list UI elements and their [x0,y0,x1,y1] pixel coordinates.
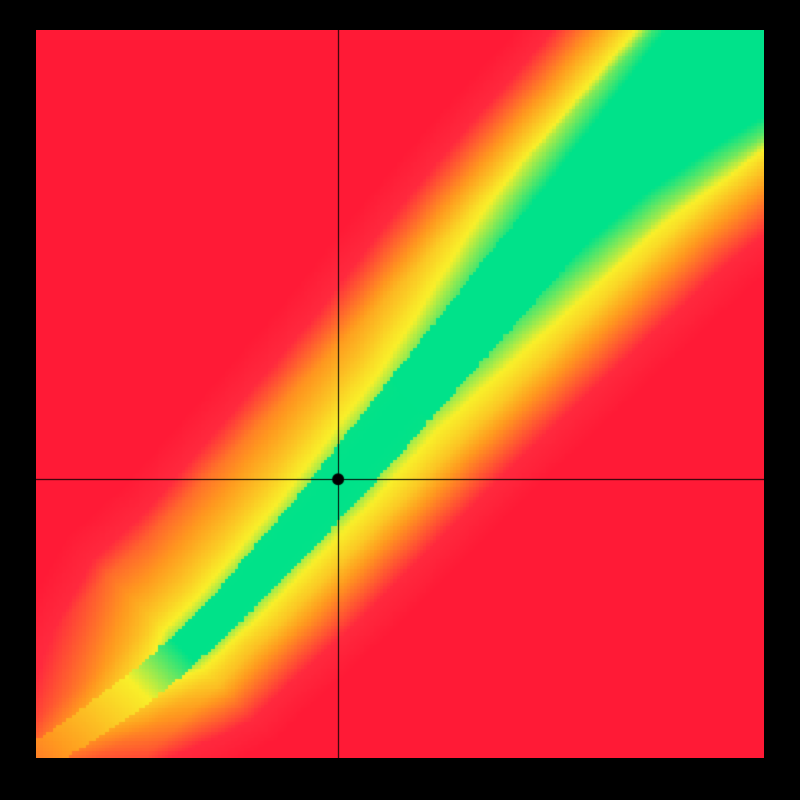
chart-container: TheBottleneck.com [0,0,800,800]
crosshair-overlay [36,30,764,758]
